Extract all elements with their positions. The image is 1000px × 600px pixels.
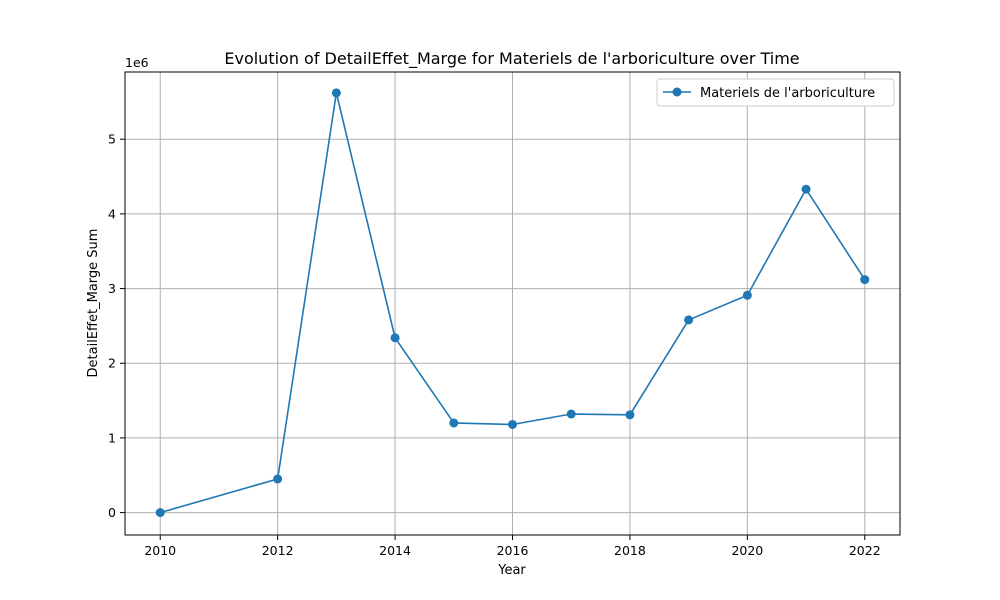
x-tick-label: 2010 [144,543,176,558]
y-tick-label: 0 [108,505,116,520]
data-point [684,315,694,325]
grid-layer [125,72,900,535]
y-tick-label: 1 [108,430,116,445]
data-point [155,508,165,518]
series-layer [155,88,870,518]
legend: Materiels de l'arboriculture [656,78,895,107]
y-scale-label: 1e6 [125,55,149,70]
tick-layer: 2010 2012 2014 2016 2018 2020 2022 0 1 2 3 4 5 [108,132,881,558]
data-point [273,474,283,484]
x-tick-label: 2014 [379,543,411,558]
data-point [390,333,400,343]
series-line [160,92,866,514]
data-point [625,410,635,420]
legend-entry: Materiels de l'arboriculture [700,86,875,101]
x-tick-label: 2016 [497,543,529,558]
data-point [860,275,870,285]
chart-title: Evolution of DetailEffet_Marge for Mater… [224,49,799,69]
x-axis-label: Year [497,563,526,578]
data-point [331,88,341,98]
x-tick-label: 2022 [849,543,881,558]
data-point [742,290,752,300]
data-point [508,419,517,429]
y-tick-label: 5 [108,132,116,147]
x-tick-label: 2012 [262,543,294,558]
x-tick-label: 2018 [614,543,646,558]
data-point [566,409,576,419]
x-tick-label: 2020 [731,543,763,558]
legend-point-marker [672,87,682,97]
data-point [801,184,811,194]
y-axis-label: DetailEffet_Marge Sum [86,229,101,378]
data-point [449,418,459,428]
y-tick-label: 4 [108,206,116,221]
y-tick-label: 3 [108,281,116,296]
y-tick-label: 2 [108,356,116,371]
legend-frame [656,78,895,107]
